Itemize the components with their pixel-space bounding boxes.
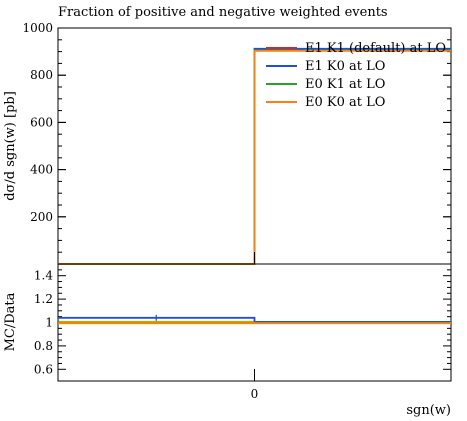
main-y-tick-label: 400 xyxy=(30,163,53,177)
main-series-line xyxy=(58,49,451,265)
legend: E1 K1 (default) at LO E1 K0 at LO E0 K1 at… xyxy=(266,41,446,110)
ratio-y-tick-label: 0.8 xyxy=(34,339,53,353)
ratio-panel: 0.6 0.8 1 1.2 1.4 xyxy=(34,263,452,382)
legend-label: E0 K1 at LO xyxy=(305,77,385,92)
legend-label: E1 K1 (default) at LO xyxy=(305,41,446,56)
x-axis-label: sgn(w) xyxy=(406,403,451,418)
main-y-tick-label: 200 xyxy=(30,210,53,224)
x-tick-label: 0 xyxy=(251,387,259,401)
chart-title: Fraction of positive and negative weight… xyxy=(58,5,388,20)
main-ylabel: dσ/d sgn(w) [pb] xyxy=(3,91,18,201)
legend-label: E1 K0 at LO xyxy=(305,59,385,74)
ratio-y-tick-label: 1 xyxy=(45,316,53,330)
ratio-ylabel: MC/Data xyxy=(3,292,18,351)
main-y-tick-label: 600 xyxy=(30,115,53,129)
main-y-tick-label: 800 xyxy=(30,68,53,82)
ratio-y-tick-label: 0.6 xyxy=(34,362,53,376)
legend-label: E0 K0 at LO xyxy=(305,95,385,110)
ratio-y-tick-label: 1.4 xyxy=(34,269,53,283)
ratio-y-tick-label: 1.2 xyxy=(34,292,53,306)
main-y-tick-label: 1000 xyxy=(22,21,53,35)
